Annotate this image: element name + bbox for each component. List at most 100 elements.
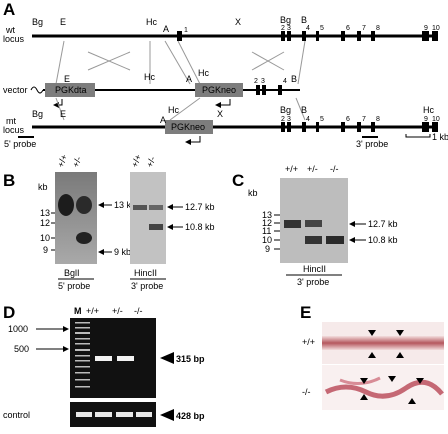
box [256, 85, 260, 95]
label: X [235, 17, 241, 27]
label: 10.8 kb [368, 235, 398, 245]
arrowhead [408, 398, 416, 404]
label: wt [5, 25, 15, 35]
label: B [291, 74, 297, 84]
label: D [3, 303, 15, 322]
box [149, 205, 163, 210]
box [45, 83, 95, 97]
box [75, 343, 90, 345]
label: Hc [423, 105, 434, 115]
label: locus [3, 34, 25, 44]
label: 5 [320, 25, 324, 32]
label: Bg [32, 109, 43, 119]
label: PGKneo [202, 85, 236, 95]
line [164, 40, 191, 85]
label: 11 [262, 226, 271, 236]
label: PGKdta [55, 85, 87, 95]
box [75, 349, 90, 351]
label: Hc [168, 105, 179, 115]
arrowhead [160, 352, 174, 364]
box [341, 122, 345, 132]
label: E [300, 303, 311, 322]
box [371, 31, 375, 41]
label: HincII [134, 268, 157, 278]
box [95, 356, 112, 361]
label: Bg [32, 17, 43, 27]
label: 2 [254, 78, 258, 85]
band [76, 232, 92, 244]
arrowhead [416, 378, 424, 384]
label: control [3, 410, 30, 420]
label: 9 [424, 116, 428, 123]
path [53, 99, 63, 108]
box [326, 236, 344, 244]
label: A [186, 74, 192, 84]
group [75, 322, 90, 388]
label: 3' probe [131, 281, 163, 291]
label: 12 [262, 218, 272, 228]
path [339, 376, 381, 385]
label: 7 [362, 116, 366, 123]
label: E [60, 17, 66, 27]
label: Bg [280, 105, 291, 115]
label: Hc [144, 72, 155, 82]
path [185, 136, 201, 145]
label: 6 [346, 116, 350, 123]
label: A [3, 0, 15, 19]
arrowhead [368, 352, 376, 358]
label: 500 [14, 344, 29, 354]
arrowhead [388, 376, 396, 382]
arrowhead [160, 409, 174, 421]
label: 4 [283, 78, 287, 85]
label: 1 kb [432, 132, 448, 142]
group [281, 122, 438, 132]
label: 13 kb [114, 200, 136, 210]
label: +/- [144, 155, 157, 169]
label: E [60, 109, 66, 119]
box [305, 236, 322, 244]
box [287, 31, 291, 41]
box [76, 412, 92, 417]
arrowhead [368, 330, 376, 336]
label: 3 [261, 78, 265, 85]
box [432, 31, 438, 41]
box [341, 31, 345, 41]
box [95, 412, 112, 417]
label: 9 [424, 25, 428, 32]
label: 3' probe [356, 139, 388, 149]
box [422, 31, 429, 41]
label: 2 [281, 116, 285, 123]
box [287, 122, 291, 132]
box [262, 85, 266, 95]
line [177, 40, 201, 85]
arrowhead [396, 352, 404, 358]
box [278, 85, 282, 95]
label: A [163, 24, 169, 34]
arrowhead [360, 378, 368, 384]
label: Hc [198, 68, 209, 78]
label: +/+ [302, 337, 315, 347]
band [76, 196, 92, 214]
group [360, 330, 424, 404]
label: locus [3, 125, 25, 135]
box [70, 318, 156, 398]
box [195, 83, 243, 97]
box [316, 31, 319, 41]
label: -/- [302, 387, 311, 397]
label: 5' probe [58, 281, 90, 291]
label: +/+ [285, 164, 298, 174]
label: 10 [40, 233, 50, 243]
label: 12.7 kb [368, 219, 398, 229]
label: 4 [306, 25, 310, 32]
label: B [301, 15, 307, 25]
label: 5' probe [4, 139, 36, 149]
label: vector [3, 85, 28, 95]
box [305, 220, 322, 227]
box [357, 122, 361, 132]
label: 3 [287, 116, 291, 123]
line [251, 51, 285, 71]
label: 3' probe [297, 277, 329, 287]
line [295, 97, 306, 121]
line [87, 51, 131, 71]
